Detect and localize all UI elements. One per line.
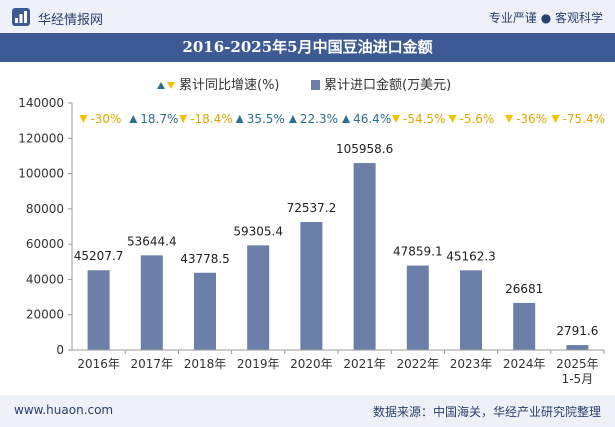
bar-value-label: 43778.5 [180, 252, 230, 266]
y-tick-label: 20000 [26, 308, 64, 322]
footer-website: www.huaon.com [14, 403, 114, 417]
footer-source: 数据来源：中国海关，华经产业研究院整理 [372, 405, 601, 419]
bar-value-label: 53644.4 [127, 234, 177, 248]
title-bar [0, 33, 615, 62]
growth-up-triangle-icon [288, 115, 297, 123]
bar-chart: 累计同比增速(%) 累计进口金额(万美元) 0 20000 40000 60000 80… [18, 77, 605, 386]
growth-down-triangle-icon [179, 115, 188, 123]
bar [194, 272, 216, 350]
chart-title: 2016-2025年5月中国豆油进口金额 [182, 38, 433, 56]
header-bar [0, 0, 615, 33]
x-axis: 2016年 2017年 2018年 2019年 2020年 2021年 2022年 2023年… [72, 349, 605, 386]
legend-up-triangle-icon [157, 82, 165, 89]
growth-rate-row: -30% 18.7% -18.4% 35.5% 22.3% 46.4% -54.5% -5.6… [79, 112, 605, 126]
x-tick-label: 2016年 [77, 357, 120, 371]
bar-value-label: 47859.1 [393, 245, 443, 259]
bar [566, 345, 589, 350]
x-tick-label: 2025年 1-5月 [556, 357, 599, 386]
growth-rate-label: -5.6% [460, 112, 495, 126]
brand-name: 华经情报网 [38, 13, 104, 28]
bar [460, 270, 482, 350]
chart-legend: 累计同比增速(%) 累计进口金额(万美元) [157, 77, 451, 93]
legend-bar-swatch [311, 80, 320, 90]
growth-rate-label: 35.5% [247, 112, 285, 126]
y-axis: 0 20000 40000 60000 80000 100000 120000 140000 [18, 96, 73, 357]
bar [406, 265, 429, 350]
y-tick-label: 100000 [18, 167, 64, 181]
growth-up-triangle-icon [342, 115, 351, 123]
bar [87, 270, 110, 350]
growth-rate-label: 46.4% [353, 112, 391, 126]
bar-value-label: 2791.6 [556, 324, 598, 338]
x-tick-label: 2019年 [237, 357, 280, 371]
growth-down-triangle-icon [505, 115, 513, 123]
growth-rate-label: -30% [90, 112, 121, 126]
bar [140, 255, 163, 350]
x-tick-label: 2017年 [131, 357, 174, 371]
growth-rate-label: 22.3% [300, 112, 338, 126]
y-tick-label: 140000 [18, 96, 64, 110]
y-tick-label: 120000 [18, 131, 64, 145]
growth-rate-label: -18.4% [190, 112, 232, 126]
tagline: 专业严谨 ● 客观科学 [488, 11, 603, 25]
y-tick-label: 60000 [26, 237, 64, 251]
bar [300, 222, 323, 350]
x-tick-label: 2020年 [290, 357, 333, 371]
y-tick-label: 40000 [26, 272, 64, 286]
x-tick-label: 2023年 [450, 357, 493, 371]
y-tick-label: 0 [56, 343, 64, 357]
bar-value-label: 72537.2 [287, 201, 337, 215]
bar-value-label: 26681 [505, 282, 543, 296]
growth-rate-label: 18.7% [140, 112, 178, 126]
x-tick-label: 2018年 [184, 357, 227, 371]
bar [353, 163, 376, 350]
growth-rate-label: -36% [516, 112, 547, 126]
bar-value-label: 45162.3 [446, 249, 496, 263]
growth-down-triangle-icon [448, 115, 457, 123]
growth-down-triangle-icon [392, 115, 400, 123]
bar-value-label: 59305.4 [233, 224, 283, 238]
footer-bar [0, 395, 615, 427]
growth-down-triangle-icon [551, 115, 560, 123]
bar-value-label: 45207.7 [74, 249, 124, 263]
y-tick-label: 80000 [26, 202, 64, 216]
growth-rate-label: -54.5% [403, 112, 445, 126]
growth-rate-label: -75.4% [563, 112, 605, 126]
huajing-logo-icon [12, 8, 30, 26]
legend-growth-label: 累计同比增速(%) [179, 78, 280, 93]
legend-amount-label: 累计进口金额(万美元) [324, 77, 451, 93]
growth-down-triangle-icon [79, 115, 88, 123]
x-tick-label: 2022年 [397, 357, 440, 371]
bar-value-label: 105958.6 [336, 142, 393, 156]
x-tick-label: 2021年 [343, 357, 386, 371]
growth-up-triangle-icon [235, 115, 244, 123]
bar [513, 302, 536, 350]
x-tick-label: 2024年 [503, 357, 546, 371]
bars-group [87, 163, 589, 350]
bar [247, 245, 270, 350]
legend-down-triangle-icon [167, 82, 175, 89]
growth-up-triangle-icon [129, 115, 138, 123]
